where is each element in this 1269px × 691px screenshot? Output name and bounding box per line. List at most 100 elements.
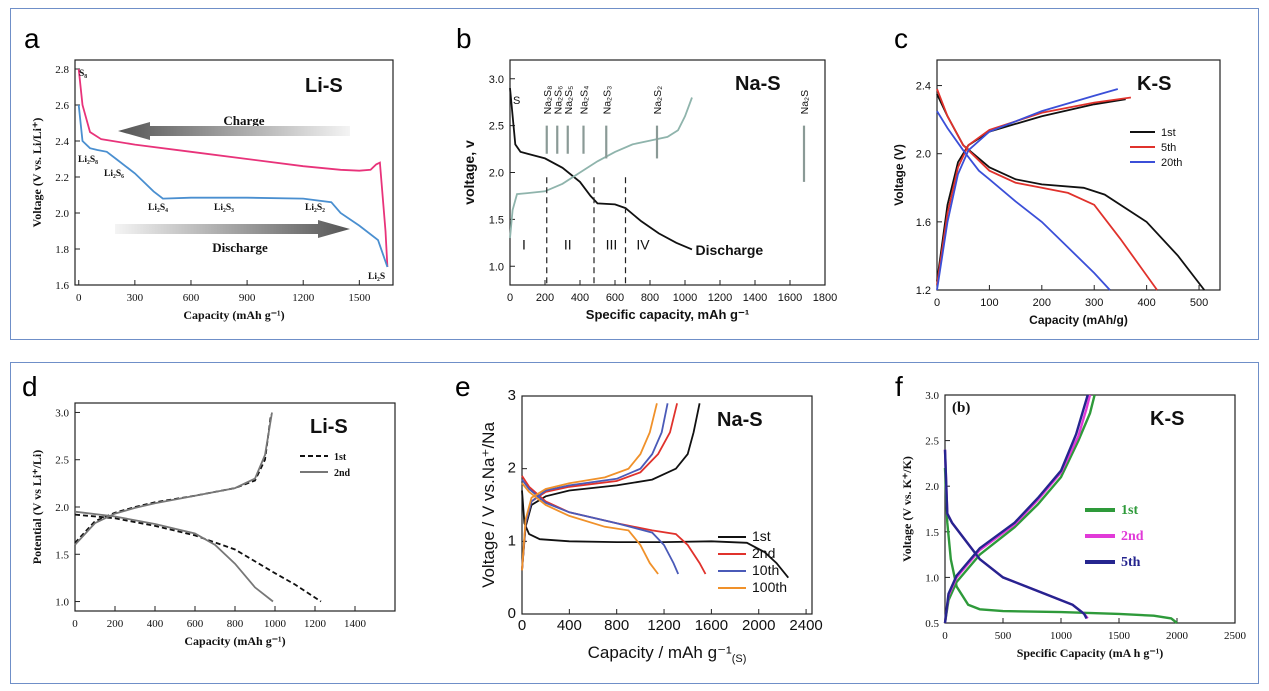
y-tick-label: 2.4 bbox=[916, 81, 931, 93]
y-tick-label: 1.0 bbox=[489, 261, 504, 273]
plot-c-k-s: 0 100 200 300 400 500 1.2 1.6 2.0 2.4 Capacity (mA… bbox=[892, 59, 1221, 327]
discharge-label: Discharge bbox=[696, 242, 764, 258]
x-tick-label: 200 bbox=[536, 292, 554, 304]
x-tick-label: 0 bbox=[942, 630, 948, 642]
y-tick-label: 3.0 bbox=[55, 407, 69, 419]
y-tick-label: 2 bbox=[508, 460, 516, 477]
panel-letter-c: c bbox=[894, 23, 908, 54]
region-label: II bbox=[564, 236, 572, 252]
y-axis-label: Voltage (V vs. K⁺/K) bbox=[900, 456, 914, 562]
series-line bbox=[936, 98, 1126, 282]
x-tick-label: 2400 bbox=[789, 617, 822, 634]
x-tick-label: 200 bbox=[107, 618, 124, 630]
x-tick-label: 1200 bbox=[647, 617, 680, 634]
x-tick-label: 100 bbox=[980, 297, 998, 309]
legend-label: 1st bbox=[1161, 127, 1176, 139]
x-tick-label: 1000 bbox=[264, 618, 287, 630]
x-tick-label: 800 bbox=[227, 618, 244, 630]
series-line bbox=[521, 403, 701, 571]
series-line bbox=[943, 394, 1096, 624]
x-tick-label: 2000 bbox=[1166, 630, 1189, 642]
x-tick-label: 1500 bbox=[1108, 630, 1131, 642]
panel-letter-a: a bbox=[24, 23, 40, 54]
y-tick-label: 1.5 bbox=[55, 549, 69, 561]
y-tick-label: 2.0 bbox=[925, 481, 939, 493]
x-axis-label: Capacity (mAh g⁻¹) bbox=[184, 634, 285, 648]
y-tick-label: 1.5 bbox=[489, 214, 504, 226]
y-tick-label: 2.0 bbox=[489, 168, 504, 180]
series-line bbox=[521, 403, 658, 571]
series-line bbox=[943, 394, 1092, 624]
plot-f-k-s: 0 500 1000 1500 2000 2500 0.5 1.0 1.5 2.0 2.5 3.0 Sp… bbox=[900, 390, 1247, 660]
plot-d-li-s: 0 200 400 600 800 1000 1200 1400 1.0 1.5 2.0 2.5 3.0… bbox=[30, 402, 396, 648]
region-label: I bbox=[522, 236, 526, 252]
y-tick-label: 3.0 bbox=[489, 74, 504, 86]
x-tick-label: 600 bbox=[606, 292, 624, 304]
series-line bbox=[943, 467, 1178, 624]
x-tick-label: 400 bbox=[1137, 297, 1155, 309]
y-tick-label: 1.6 bbox=[55, 280, 69, 292]
x-tick-label: 1200 bbox=[304, 618, 327, 630]
legend-label: 2nd bbox=[752, 545, 775, 561]
x-tick-label: 0 bbox=[72, 618, 78, 630]
discharge-arrow bbox=[115, 220, 350, 238]
y-tick-label: 1.2 bbox=[916, 285, 931, 297]
y-tick-label: 3.0 bbox=[925, 390, 939, 402]
y-tick-label: 1.0 bbox=[55, 597, 69, 609]
series-line bbox=[521, 479, 680, 575]
arrow-label: Discharge bbox=[212, 240, 268, 255]
y-tick-label: 3 bbox=[508, 387, 516, 404]
x-tick-label: 300 bbox=[1085, 297, 1103, 309]
plot-frame bbox=[936, 59, 1221, 291]
x-tick-label: 600 bbox=[183, 292, 200, 304]
panel-letter-e: e bbox=[455, 371, 471, 402]
inset-label: (b) bbox=[952, 400, 970, 416]
series-line bbox=[936, 88, 1158, 291]
x-tick-label: 200 bbox=[1033, 297, 1051, 309]
x-tick-label: 400 bbox=[571, 292, 589, 304]
y-tick-label: 2.4 bbox=[55, 136, 69, 148]
x-tick-label: 1600 bbox=[695, 617, 728, 634]
x-tick-label: 0 bbox=[76, 292, 82, 304]
species-label: Na₂S₄ bbox=[579, 86, 591, 115]
x-tick-label: 500 bbox=[995, 630, 1012, 642]
series-line bbox=[74, 412, 273, 546]
region-label: IV bbox=[636, 236, 650, 252]
x-tick-label: 600 bbox=[187, 618, 204, 630]
x-tick-label: 1500 bbox=[348, 292, 371, 304]
series-line bbox=[74, 510, 274, 603]
y-tick-label: 1 bbox=[508, 532, 516, 549]
species-label: Li₂S₂ bbox=[305, 203, 325, 213]
x-tick-label: 800 bbox=[641, 292, 659, 304]
species-label: Na₂S₃ bbox=[601, 86, 613, 115]
y-tick-label: 2.0 bbox=[55, 502, 69, 514]
series-line bbox=[521, 403, 669, 571]
legend-label: 1st bbox=[1121, 503, 1138, 518]
y-tick-label: 1.0 bbox=[925, 572, 939, 584]
series-line bbox=[77, 104, 389, 268]
plot-frame bbox=[521, 395, 813, 615]
y-tick-label: 2.5 bbox=[925, 436, 939, 448]
species-label: S₈ bbox=[79, 69, 87, 79]
x-tick-label: 500 bbox=[1190, 297, 1208, 309]
x-tick-label: 1400 bbox=[344, 618, 367, 630]
species-label: Li₂S₆ bbox=[104, 169, 124, 179]
system-label: Li-S bbox=[305, 75, 343, 97]
system-label: Li-S bbox=[310, 416, 348, 438]
x-tick-label: 0 bbox=[507, 292, 513, 304]
series-line bbox=[943, 449, 1089, 620]
region-label: III bbox=[606, 236, 618, 252]
x-tick-label: 2500 bbox=[1224, 630, 1247, 642]
y-axis-label: Voltage (V vs. Li/Li⁺) bbox=[30, 118, 44, 228]
y-axis-label: Potential (V vs Li⁺/Li) bbox=[30, 450, 44, 564]
legend-label: 5th bbox=[1161, 142, 1176, 154]
x-tick-label: 900 bbox=[239, 292, 256, 304]
legend-label: 2nd bbox=[1121, 529, 1144, 544]
series-line bbox=[936, 110, 1111, 291]
species-label: S bbox=[513, 95, 520, 107]
x-tick-label: 400 bbox=[557, 617, 582, 634]
x-tick-label: 1200 bbox=[708, 292, 732, 304]
species-label: Na₂S₈ bbox=[542, 86, 554, 115]
x-tick-label: 300 bbox=[127, 292, 144, 304]
y-tick-label: 1.6 bbox=[916, 217, 931, 229]
